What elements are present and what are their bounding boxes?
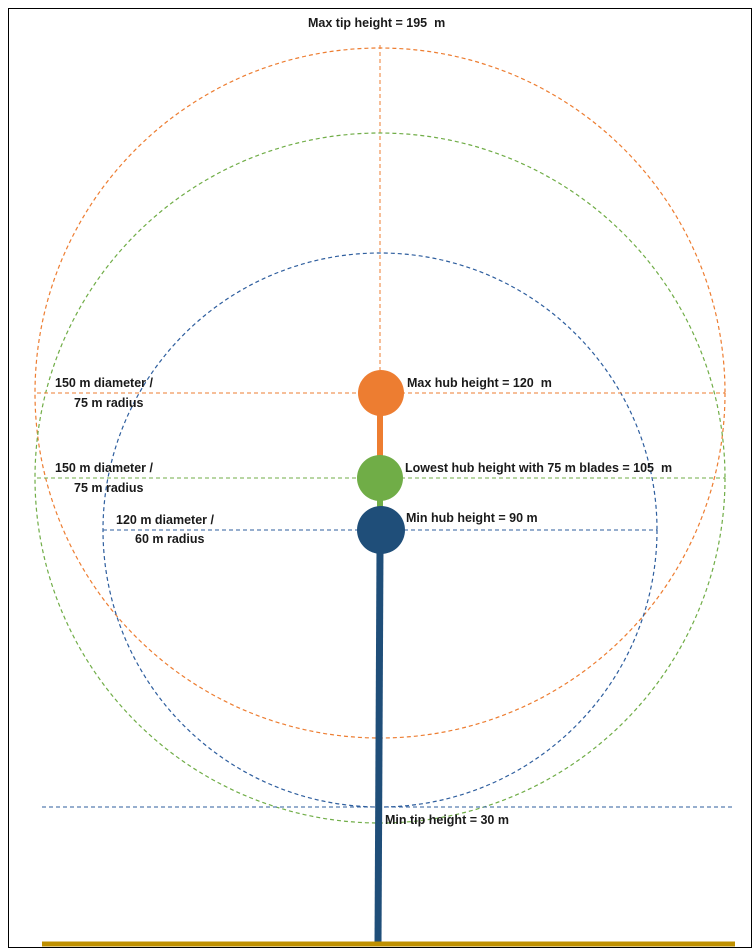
min-tip-label: Min tip height = 30 m	[385, 813, 509, 827]
lowest-hub-label: Lowest hub height with 75 m blades = 105…	[405, 461, 673, 475]
max-hub-label: Max hub height = 120 m	[407, 376, 552, 390]
tower-main	[374, 547, 384, 945]
max-tip-label: Max tip height = 195 m	[308, 16, 446, 30]
max-hub-circle	[358, 370, 404, 416]
lowest-hub-circle	[357, 455, 403, 501]
min-hub-label: Min hub height = 90 m	[406, 511, 538, 525]
green-diameter-label-line1: 150 m diameter /	[55, 461, 153, 475]
blue-radius-label-line2: 60 m radius	[135, 532, 205, 546]
blue-diameter-label-line1: 120 m diameter /	[116, 513, 214, 527]
green-radius-label-line2: 75 m radius	[74, 481, 144, 495]
min-hub-circle	[357, 506, 405, 554]
orange-diameter-label-line1: 150 m diameter /	[55, 376, 153, 390]
orange-radius-label-line2: 75 m radius	[74, 396, 144, 410]
